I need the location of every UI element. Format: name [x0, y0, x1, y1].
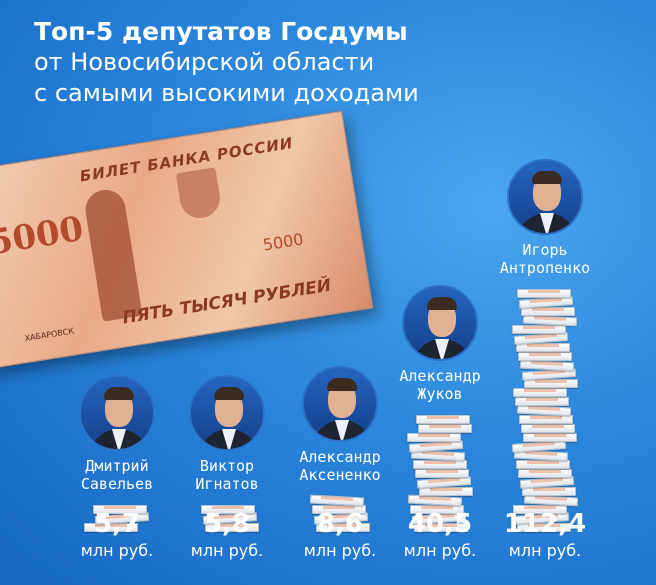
- photo-hair: [104, 387, 134, 400]
- deputy-name: Дмитрий Савельев: [47, 457, 187, 493]
- money-bundle: [519, 415, 573, 424]
- money-bundle: [410, 505, 464, 514]
- money-bundle: [518, 352, 572, 361]
- money-bundle: [517, 289, 571, 298]
- deputy-name: Александр Аксененко: [270, 448, 410, 484]
- money-bundle: [407, 433, 461, 442]
- money-stack: [82, 112, 152, 532]
- money-bundle: [516, 343, 570, 352]
- money-bundle: [93, 505, 147, 514]
- photo-hair: [214, 387, 244, 400]
- money-stack: [405, 112, 475, 532]
- money-bundle: [523, 433, 577, 442]
- value-label: 40,5: [407, 509, 473, 539]
- title-line-2: от Новосибирской области: [34, 48, 375, 76]
- money-bundle: [414, 523, 468, 532]
- money-bundle: [312, 505, 366, 514]
- title-line-3: с самыми высокими доходами: [34, 79, 419, 107]
- money-bundle: [516, 460, 570, 469]
- banknote-denomination: 5000: [0, 208, 86, 264]
- unit-label: млн руб.: [303, 541, 377, 560]
- deputy-name: Александр Жуков: [370, 367, 510, 403]
- money-bundle: [512, 325, 566, 334]
- money-stack: [510, 112, 580, 532]
- money-bundle: [513, 505, 567, 514]
- money-stack: [192, 112, 262, 532]
- page-title: Топ-5 депутатов Госдумы от Новосибирской…: [34, 16, 419, 109]
- first-name: Виктор: [199, 457, 255, 475]
- money-bundle: [524, 379, 578, 388]
- money-bundle: [521, 307, 575, 316]
- unit-label: млн руб.: [190, 541, 264, 560]
- deputy-name: Виктор Игнатов: [157, 457, 297, 493]
- money-bundle: [518, 469, 572, 478]
- money-bundle: [513, 388, 567, 397]
- deputy-photo: [507, 159, 583, 235]
- value-label: 5,8: [203, 509, 251, 539]
- banknote-denomination-small: 5000: [261, 229, 305, 255]
- money-bundle: [418, 424, 472, 433]
- money-bundle: [517, 523, 571, 532]
- first-name: Дмитрий: [85, 457, 149, 475]
- first-name: Александр: [399, 367, 481, 385]
- money-stack: [305, 112, 375, 532]
- banknote-city: ХАБАРОВСК: [24, 326, 75, 344]
- money-bundle: [521, 424, 575, 433]
- deputy-photo: [189, 375, 265, 451]
- money-bundle: [515, 397, 569, 406]
- value-label: 8,6: [316, 509, 364, 539]
- photo-hair: [327, 378, 357, 391]
- value-label: 5,7: [93, 509, 141, 539]
- deputy-name: Игорь Антропенко: [475, 241, 615, 277]
- deputy-photo: [402, 285, 478, 361]
- value-label: 112,4: [503, 509, 587, 539]
- money-bundle: [201, 505, 255, 514]
- first-name: Игорь: [522, 241, 568, 259]
- money-bundle: [416, 415, 470, 424]
- last-name: Савельев: [80, 475, 154, 493]
- unit-label: млн руб.: [508, 541, 582, 560]
- unit-label: млн руб.: [403, 541, 477, 560]
- last-name: Антропенко: [499, 259, 591, 277]
- last-name: Жуков: [417, 385, 463, 403]
- title-line-1: Топ-5 депутатов Госдумы: [34, 17, 408, 46]
- photo-hair: [532, 171, 562, 184]
- last-name: Игнатов: [195, 475, 259, 493]
- money-bundle: [419, 487, 473, 496]
- money-bundle: [522, 487, 576, 496]
- last-name: Аксененко: [299, 466, 381, 484]
- unit-label: млн руб.: [80, 541, 154, 560]
- deputy-photo: [79, 375, 155, 451]
- money-bundle: [415, 469, 469, 478]
- money-bundle: [205, 523, 259, 532]
- deputy-photo: [302, 366, 378, 442]
- first-name: Александр: [299, 448, 381, 466]
- money-bundle: [413, 460, 467, 469]
- money-bundle: [316, 523, 370, 532]
- photo-hair: [427, 297, 457, 310]
- money-bundle: [519, 359, 575, 372]
